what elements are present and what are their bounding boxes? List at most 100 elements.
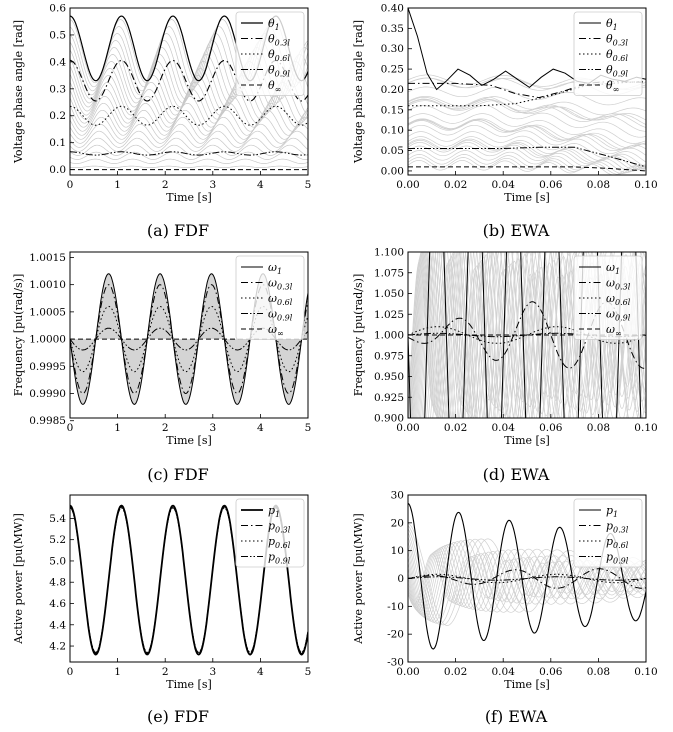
legend-label-2: p0.6l xyxy=(606,535,629,550)
background-curve xyxy=(70,137,308,152)
x-tick-label: 5 xyxy=(305,666,312,678)
x-tick-label: 0 xyxy=(67,179,74,191)
legend-label-0: ω1 xyxy=(268,261,282,276)
x-tick-label: 0.04 xyxy=(492,666,516,678)
y-tick-label: 0.2 xyxy=(49,110,66,122)
x-tick-label: 0.02 xyxy=(444,422,467,434)
y-tick-label: -10 xyxy=(387,601,404,613)
y-tick-label: 0.975 xyxy=(374,350,404,362)
x-tick-label: 0.08 xyxy=(587,179,610,191)
y-axis-label: Frequency [pu(rad/s)] xyxy=(12,274,25,397)
legend-label-1: p0.3l xyxy=(268,520,291,535)
panel-caption: (b) EWA xyxy=(483,221,550,240)
x-tick-label: 3 xyxy=(209,422,216,434)
axes-frame xyxy=(69,7,309,176)
x-tick-label: 0.00 xyxy=(396,179,419,191)
background-curve xyxy=(408,120,646,152)
y-tick-label: 1.0000 xyxy=(29,334,66,346)
x-tick-label: 2 xyxy=(162,666,169,678)
legend-label-4: θ∞ xyxy=(606,79,619,94)
x-tick-label: 0.02 xyxy=(444,666,467,678)
x-axis-label: Time [s] xyxy=(166,191,212,204)
x-tick-label: 0.00 xyxy=(396,666,419,678)
background-curve xyxy=(408,258,646,411)
background-curve xyxy=(408,145,646,172)
y-tick-label: 4.2 xyxy=(49,641,66,653)
x-tick-label: 0 xyxy=(67,422,74,434)
y-tick-label: 0.1 xyxy=(49,137,66,149)
y-axis-label: Voltage phase angle [rad] xyxy=(12,20,25,164)
x-tick-label: 4 xyxy=(257,422,264,434)
panel-caption: (a) FDF xyxy=(147,221,209,240)
y-tick-label: 0.950 xyxy=(374,371,404,383)
y-tick-label: 1.025 xyxy=(374,309,404,321)
legend-label-1: ω0.3l xyxy=(268,277,293,292)
background-curve xyxy=(414,252,646,418)
x-axis-label: Time [s] xyxy=(166,678,212,691)
y-tick-label: 0.30 xyxy=(381,43,404,55)
y-tick-label: 0.20 xyxy=(381,84,404,96)
x-tick-label: 0 xyxy=(67,666,74,678)
background-curve xyxy=(408,100,646,121)
y-axis-label: Active power [pu(MW)] xyxy=(12,513,25,644)
y-axis-label: Voltage phase angle [rad] xyxy=(352,20,365,164)
background-curve xyxy=(408,150,646,173)
panel-caption: (c) FDF xyxy=(147,465,209,484)
y-tick-label: 0.25 xyxy=(381,64,404,76)
x-tick-label: 1 xyxy=(114,666,121,678)
x-tick-label: 3 xyxy=(209,179,216,191)
background-curve xyxy=(408,540,646,622)
y-tick-label: 0.35 xyxy=(381,23,404,35)
legend-label-2: θ0.6l xyxy=(268,48,290,63)
x-tick-label: 1 xyxy=(114,422,121,434)
y-tick-label: 10 xyxy=(391,545,404,557)
y-tick-label: 5.2 xyxy=(49,534,66,546)
legend-label-0: θ1 xyxy=(268,17,280,32)
legend-label-3: θ0.9l xyxy=(606,64,628,79)
x-tick-label: 4 xyxy=(257,666,264,678)
x-tick-label: 0.06 xyxy=(539,179,563,191)
axes-frame xyxy=(69,494,309,663)
legend-label-2: ω0.6l xyxy=(268,292,293,307)
legend-label-2: ω0.6l xyxy=(606,292,631,307)
background-curve xyxy=(408,553,646,606)
x-tick-label: 0.02 xyxy=(444,179,467,191)
y-tick-label: 0.925 xyxy=(374,392,404,404)
background-curve xyxy=(70,158,308,164)
y-tick-label: 4.8 xyxy=(49,577,66,589)
panel-caption: (e) FDF xyxy=(147,707,209,726)
background-curve xyxy=(408,96,646,128)
x-tick-label: 0.06 xyxy=(539,422,563,434)
x-tick-label: 2 xyxy=(162,422,169,434)
background-curve xyxy=(70,144,308,156)
legend-box xyxy=(235,255,305,340)
y-tick-label: 0.0 xyxy=(49,164,66,176)
y-tick-label: 1.100 xyxy=(374,247,404,259)
background-curve xyxy=(408,154,646,174)
x-axis-label: Time [s] xyxy=(504,191,550,204)
background-curve xyxy=(408,98,646,132)
y-tick-label: 1.0015 xyxy=(29,252,66,264)
background-curve xyxy=(70,102,308,132)
x-tick-label: 5 xyxy=(305,179,312,191)
background-curve xyxy=(408,549,646,610)
legend-label-3: ω0.9l xyxy=(606,308,631,323)
series-line-4 xyxy=(408,166,646,172)
background-curve xyxy=(408,551,646,609)
chart-panel-b: 0.00 0.02 0.04 0.06 0.08 0.10 0.00 0.05 0.10 0.15… xyxy=(352,3,658,241)
background-curve xyxy=(408,141,646,171)
background-curve xyxy=(70,82,308,120)
y-axis-label: Frequency [pu(rad/s)] xyxy=(352,274,365,397)
background-curve xyxy=(70,116,308,140)
legend-label-1: θ0.3l xyxy=(268,33,290,48)
x-tick-label: 5 xyxy=(305,422,312,434)
legend-box xyxy=(235,498,305,568)
plot-area xyxy=(408,8,646,175)
background-curve xyxy=(70,165,308,168)
legend-label-1: p0.3l xyxy=(606,520,629,535)
legend-label-4: θ∞ xyxy=(268,79,281,94)
series-line-2 xyxy=(408,573,646,584)
series-line-3 xyxy=(70,327,308,351)
background-curve xyxy=(408,552,646,607)
